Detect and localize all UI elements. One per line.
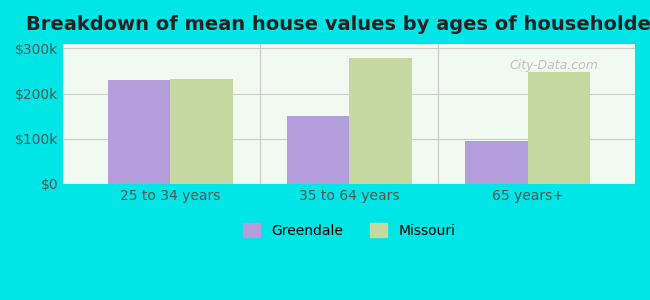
Title: Breakdown of mean house values by ages of householders: Breakdown of mean house values by ages o… bbox=[26, 15, 650, 34]
Bar bbox=[170, 79, 233, 184]
Bar bbox=[349, 58, 411, 184]
Bar bbox=[465, 141, 528, 184]
Bar bbox=[108, 80, 170, 184]
Legend: Greendale, Missouri: Greendale, Missouri bbox=[236, 216, 462, 244]
Text: City-Data.com: City-Data.com bbox=[509, 59, 598, 72]
Bar bbox=[528, 72, 590, 184]
Bar bbox=[287, 116, 349, 184]
